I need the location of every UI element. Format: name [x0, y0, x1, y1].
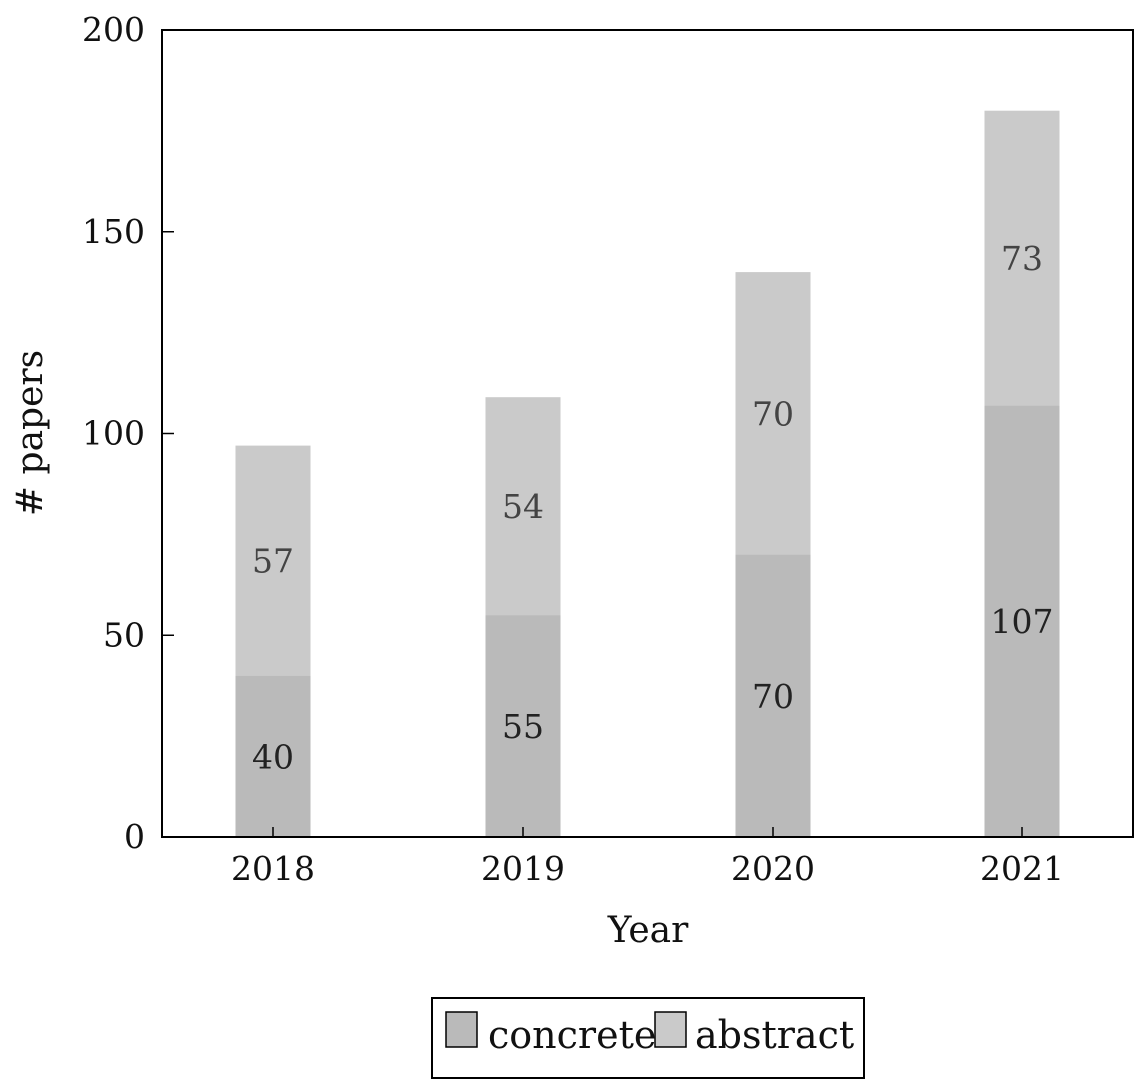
y-tick-label: 100 [82, 414, 145, 453]
y-tick-label: 50 [103, 615, 145, 654]
y-tick-label: 200 [82, 10, 145, 49]
bar-abstract-2020 [735, 272, 811, 555]
data-label-concrete-2021: 107 [991, 602, 1054, 641]
bar-concrete-2020 [735, 554, 811, 837]
legend: concrete abstract [431, 997, 865, 1079]
bar-abstract-2019 [485, 397, 561, 616]
x-tick-label: 2019 [481, 849, 565, 888]
legend-swatch-concrete [445, 1011, 478, 1048]
data-label-abstract-2021: 73 [1001, 239, 1043, 278]
y-tick-label: 0 [124, 817, 145, 856]
data-label-abstract-2018: 57 [252, 542, 294, 581]
x-axis: 2018 2019 2020 2021 [231, 827, 1064, 888]
y-tick-label: 150 [82, 212, 145, 251]
y-axis-label: # papers [10, 350, 51, 516]
bar-abstract-2021 [984, 110, 1060, 406]
y-axis: 0 50 100 150 200 [82, 10, 174, 856]
x-axis-label: Year [607, 910, 689, 951]
bar-abstract-2018 [235, 445, 311, 676]
legend-box [431, 997, 865, 1079]
data-label-concrete-2020: 70 [752, 677, 794, 716]
bar-concrete-2021 [984, 405, 1060, 837]
data-label-concrete-2018: 40 [252, 737, 294, 776]
data-labels-layer: 40 57 55 54 70 70 107 73 [252, 239, 1054, 776]
data-label-abstract-2020: 70 [752, 394, 794, 433]
bar-concrete-2018 [235, 675, 311, 837]
x-tick-label: 2018 [231, 849, 315, 888]
data-label-abstract-2019: 54 [502, 487, 544, 526]
legend-swatch-abstract [654, 1011, 687, 1048]
bars-layer [235, 110, 1060, 837]
data-label-concrete-2019: 55 [502, 707, 544, 746]
x-tick-label: 2020 [731, 849, 815, 888]
legend-label-concrete: concrete [488, 1013, 656, 1057]
bar-concrete-2019 [485, 615, 561, 837]
plot-area: 40 57 55 54 70 70 107 73 [161, 29, 1134, 838]
x-tick-label: 2021 [980, 849, 1064, 888]
legend-label-abstract: abstract [695, 1013, 854, 1057]
